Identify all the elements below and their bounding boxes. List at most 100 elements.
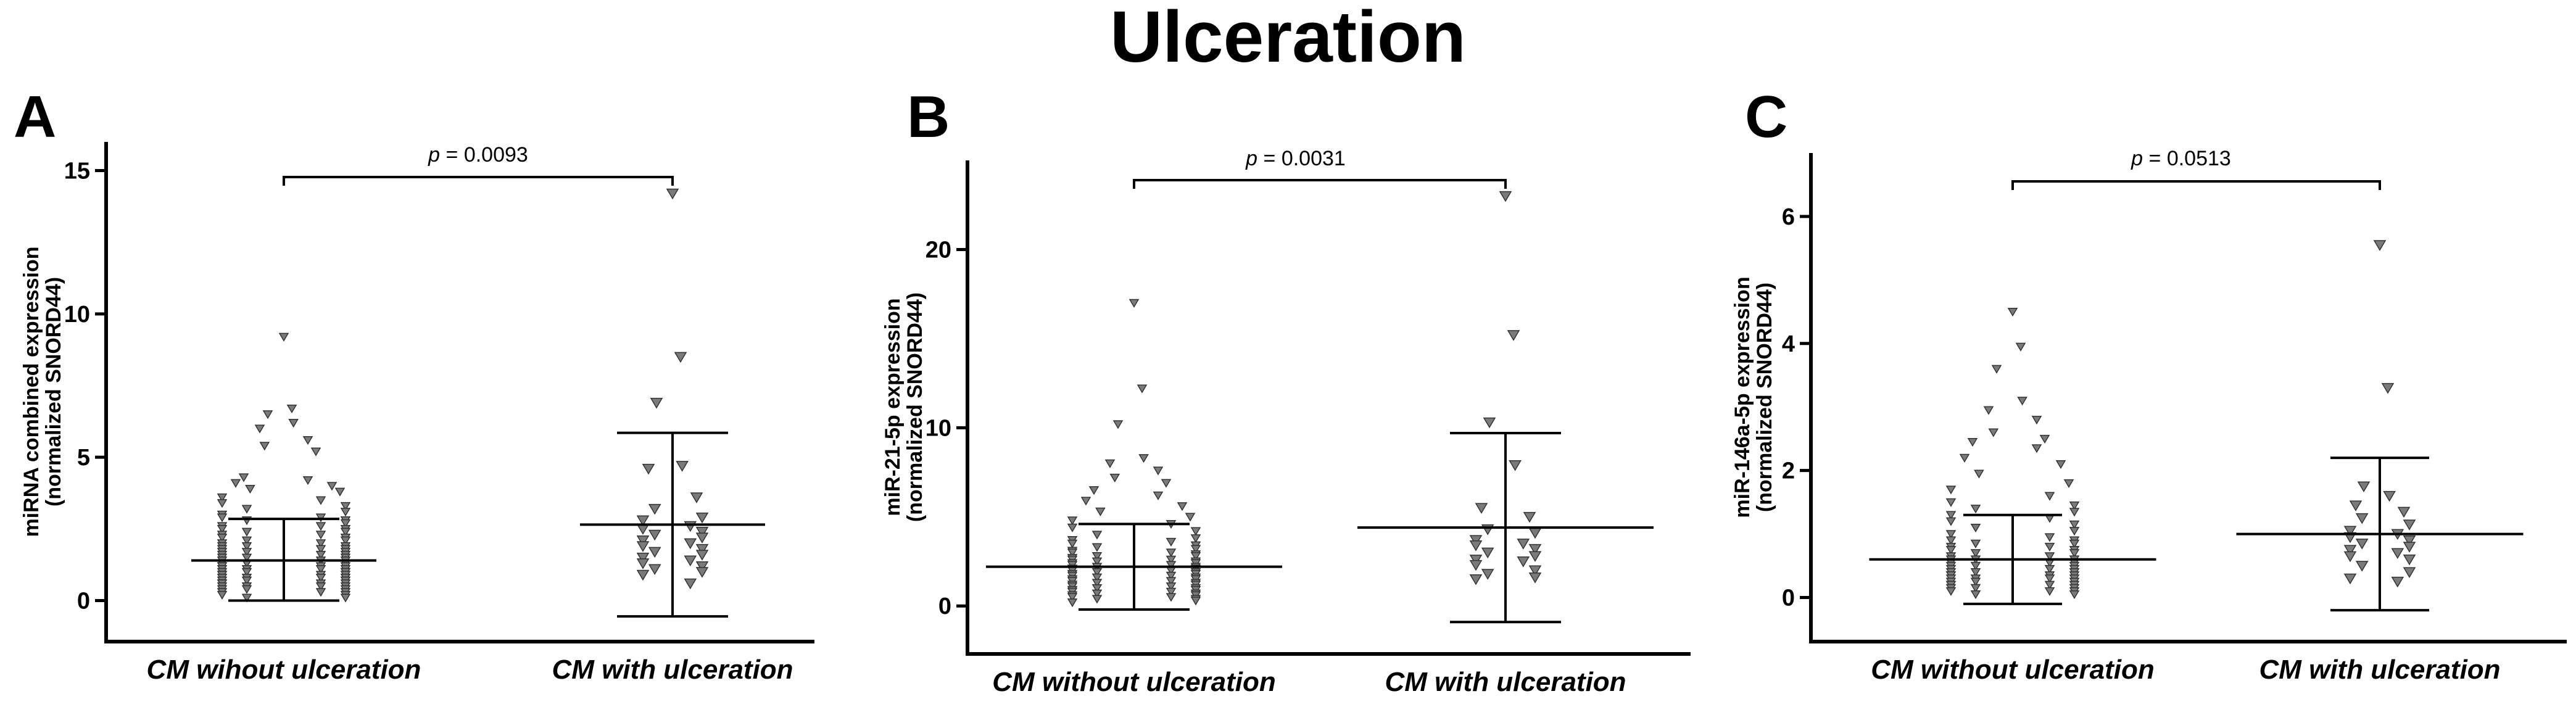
data-point xyxy=(648,529,661,541)
data-point xyxy=(2069,539,2080,548)
data-point xyxy=(695,561,709,573)
chart-panel-B: B 0 10 20 miR-21-5p expression(normalized SN… xyxy=(881,84,1691,697)
data-point xyxy=(2044,552,2055,561)
data-point xyxy=(1091,589,1103,598)
data-point xyxy=(262,410,273,420)
data-point xyxy=(684,578,697,590)
data-point xyxy=(2044,564,2055,574)
data-point xyxy=(302,436,313,445)
y-tick-label: 4 xyxy=(1782,331,1795,357)
data-point xyxy=(1091,584,1103,593)
data-point xyxy=(2069,527,2080,536)
data-point xyxy=(1129,299,1140,308)
data-point xyxy=(1091,557,1103,566)
data-point xyxy=(340,536,351,545)
data-point xyxy=(648,564,661,575)
data-point xyxy=(217,525,228,534)
data-point xyxy=(1091,573,1103,582)
data-point xyxy=(1970,523,1981,533)
data-point xyxy=(1945,545,1957,555)
data-point xyxy=(1528,573,1542,584)
data-point xyxy=(1528,544,1542,555)
data-point xyxy=(2069,590,2080,600)
data-point xyxy=(2343,551,2357,563)
data-point xyxy=(1483,417,1496,429)
p-value-label: p = 0.0513 xyxy=(2131,147,2231,170)
data-point xyxy=(2039,434,2050,444)
data-point xyxy=(241,542,252,552)
data-point xyxy=(2391,548,2404,560)
p-symbol: p xyxy=(1245,147,1257,170)
x-category-label: CM with ulceration xyxy=(552,655,793,685)
y-tick-label: 5 xyxy=(77,445,90,471)
data-point xyxy=(2017,397,2027,406)
data-point xyxy=(1112,420,1124,429)
chart-panel-A: A 0 5 10 15 miRNA combined expression(normali… xyxy=(14,84,814,685)
data-point xyxy=(241,593,252,603)
data-point xyxy=(1970,505,1981,514)
data-point xyxy=(1080,497,1091,506)
data-point xyxy=(1469,560,1483,571)
data-point xyxy=(340,519,351,528)
y-axis-label: miR-146a-5p expression xyxy=(1731,276,1754,518)
data-point xyxy=(1166,582,1177,592)
y-axis-label: (normalized SNORD44) xyxy=(903,292,927,522)
data-point xyxy=(238,473,249,482)
data-point xyxy=(2044,581,2055,590)
panel-letter: A xyxy=(14,84,56,150)
data-point xyxy=(2355,561,2369,572)
data-point xyxy=(648,503,661,515)
data-point xyxy=(2383,490,2396,502)
data-point xyxy=(1959,453,1970,463)
x-category-label: CM without ulceration xyxy=(1871,655,2155,685)
data-point xyxy=(1166,555,1177,564)
data-point xyxy=(1970,577,1981,587)
data-point xyxy=(1991,365,2002,374)
data-point xyxy=(2069,508,2080,517)
data-point xyxy=(2391,576,2404,588)
p-symbol: p xyxy=(2131,147,2143,170)
data-point xyxy=(241,568,252,577)
data-point xyxy=(1166,593,1177,602)
data-point xyxy=(2343,573,2357,585)
data-point xyxy=(636,524,650,535)
data-point xyxy=(1166,571,1177,581)
data-point xyxy=(288,419,299,428)
data-point xyxy=(2015,342,2026,352)
y-tick-label: 6 xyxy=(1782,204,1795,230)
data-point xyxy=(684,555,697,567)
data-point xyxy=(2044,542,2055,552)
data-point xyxy=(254,424,265,434)
data-point xyxy=(286,404,297,413)
y-tick-label: 20 xyxy=(926,237,951,263)
data-point xyxy=(636,552,650,564)
data-point xyxy=(230,479,241,488)
data-point xyxy=(2403,519,2416,531)
data-point xyxy=(1091,552,1103,561)
x-category-label: CM wihout ulceration xyxy=(147,655,421,685)
data-point xyxy=(695,550,709,561)
data-point xyxy=(2031,415,2042,425)
data-point xyxy=(310,447,321,457)
data-point xyxy=(326,482,338,491)
data-point xyxy=(695,544,709,555)
data-point xyxy=(636,535,650,547)
data-point xyxy=(2044,533,2055,542)
y-axis-label: miR-21-5p expression xyxy=(881,298,905,516)
data-point xyxy=(2355,513,2369,524)
y-tick-label: 0 xyxy=(938,593,951,619)
data-point xyxy=(1945,511,1957,520)
data-point xyxy=(1190,545,1201,554)
data-point xyxy=(1190,527,1201,536)
data-point xyxy=(1088,486,1100,495)
data-point xyxy=(1067,516,1078,526)
data-point xyxy=(1970,568,1981,577)
chart-panel-C: C 0 2 4 6 miR-146a-5p expression(normalized S… xyxy=(1731,84,2567,685)
data-point xyxy=(1104,459,1116,468)
data-point xyxy=(1177,502,1188,511)
data-point xyxy=(315,582,326,592)
data-point xyxy=(241,536,252,545)
data-point xyxy=(2044,574,2055,584)
data-point xyxy=(2355,539,2369,550)
data-point xyxy=(674,352,687,363)
